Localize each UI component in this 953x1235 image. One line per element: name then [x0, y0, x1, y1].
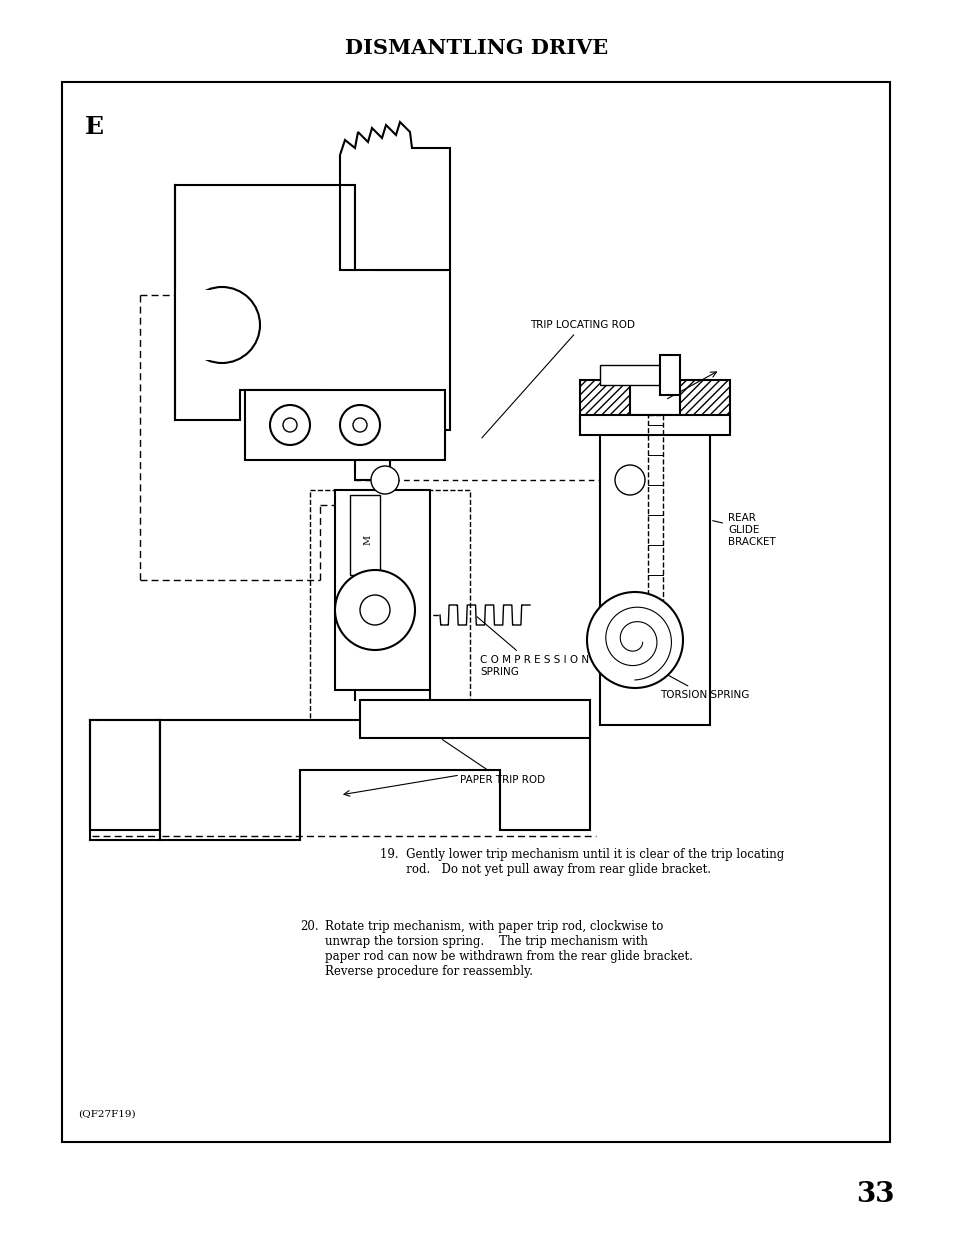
Polygon shape [339, 122, 450, 270]
Bar [245, 390, 444, 459]
Text: 20.: 20. [299, 920, 318, 932]
Bar [310, 490, 470, 720]
Circle shape [339, 405, 379, 445]
Bar [62, 82, 889, 1142]
Text: 33: 33 [856, 1182, 894, 1209]
Bar [679, 380, 729, 430]
Bar [350, 495, 379, 576]
Circle shape [283, 417, 296, 432]
Text: REAR
GLIDE
BRACKET: REAR GLIDE BRACKET [712, 514, 775, 547]
Bar [599, 415, 709, 725]
Circle shape [359, 595, 390, 625]
Text: C O M P R E S S I O N
SPRING: C O M P R E S S I O N SPRING [476, 616, 589, 677]
Bar [579, 380, 629, 430]
Text: DISMANTLING DRIVE: DISMANTLING DRIVE [345, 38, 608, 58]
Polygon shape [160, 720, 589, 840]
Text: E: E [85, 115, 104, 140]
Circle shape [335, 571, 415, 650]
Bar [359, 700, 589, 739]
Circle shape [371, 466, 398, 494]
Bar [599, 366, 675, 385]
Text: 19.  Gently lower trip mechanism until it is clear of the trip locating
       r: 19. Gently lower trip mechanism until it… [379, 848, 783, 876]
Text: TRIP LOCATING ROD: TRIP LOCATING ROD [481, 320, 635, 438]
Text: (QF27F19): (QF27F19) [78, 1110, 135, 1119]
Text: TORSION SPRING: TORSION SPRING [641, 661, 749, 700]
Bar [174, 290, 223, 359]
Circle shape [184, 287, 260, 363]
Circle shape [615, 466, 644, 495]
Circle shape [270, 405, 310, 445]
Bar [100, 720, 150, 815]
Bar [579, 415, 729, 435]
Circle shape [586, 592, 682, 688]
Polygon shape [174, 156, 450, 480]
Bar [659, 354, 679, 395]
Bar [90, 720, 160, 830]
Text: M: M [363, 535, 372, 545]
Circle shape [353, 417, 367, 432]
Text: Rotate trip mechanism, with paper trip rod, clockwise to
unwrap the torsion spri: Rotate trip mechanism, with paper trip r… [325, 920, 692, 978]
Bar [335, 490, 430, 690]
Text: PAPER TRIP ROD: PAPER TRIP ROD [442, 740, 544, 785]
Bar [647, 415, 662, 615]
